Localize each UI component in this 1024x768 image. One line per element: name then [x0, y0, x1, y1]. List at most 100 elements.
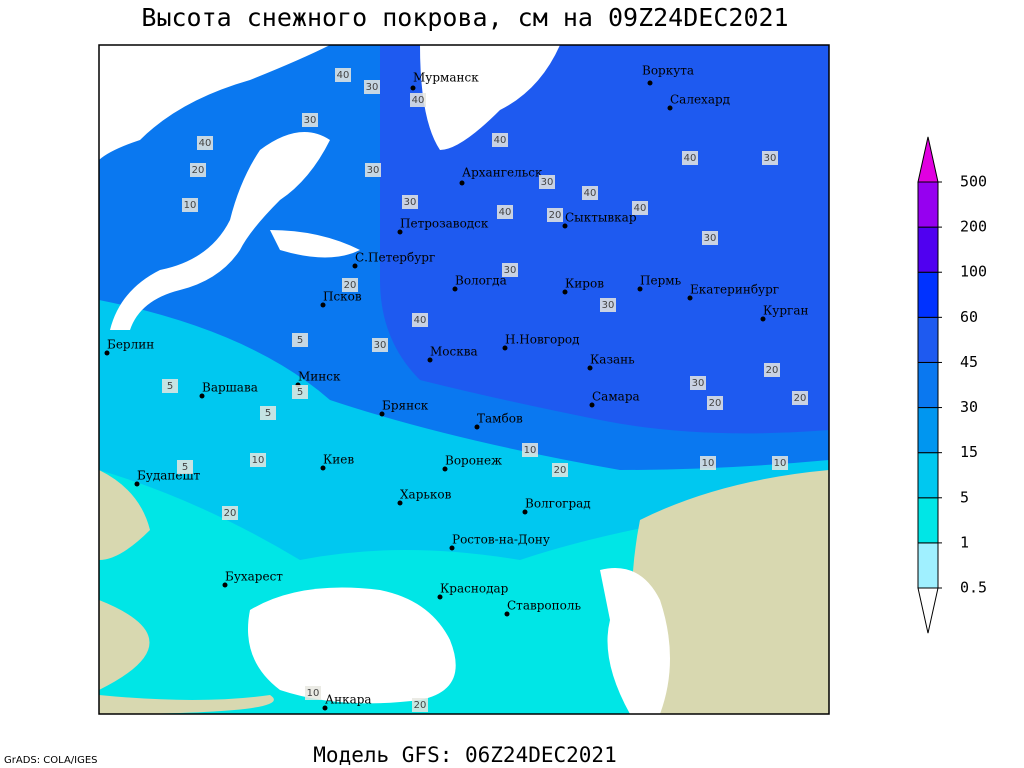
contour-label: 10 [184, 200, 197, 211]
city-dot [134, 481, 140, 487]
city-dot [320, 465, 326, 471]
city-label: Псков [323, 290, 362, 304]
contour-label: 40 [684, 153, 697, 164]
contour-label: 40 [499, 207, 512, 218]
contour-label: 20 [709, 398, 722, 409]
city-dot [437, 594, 443, 600]
contour-label-box [700, 456, 716, 470]
contour-label: 20 [192, 165, 205, 176]
contour-label: 20 [554, 465, 567, 476]
city-dot [562, 223, 568, 229]
city-label: Архангельск [462, 166, 543, 180]
city-label: Москва [430, 345, 478, 359]
contour-label-box [365, 163, 381, 177]
contour-label-box [632, 201, 648, 215]
contour-label-box [772, 456, 788, 470]
contour-label-box [372, 338, 388, 352]
city-dot [667, 105, 673, 111]
city-label: Казань [590, 353, 635, 367]
city-dot [459, 180, 465, 186]
city-dot [442, 466, 448, 472]
city-label: Салехард [670, 93, 730, 107]
city-label: Вологда [455, 274, 507, 288]
city-dot [322, 705, 328, 711]
caspian-sea [600, 568, 670, 714]
city-label: Петрозаводск [400, 217, 489, 231]
city-label: Тамбов [477, 412, 523, 426]
contour-label-box [260, 406, 276, 420]
contour-label: 10 [524, 445, 537, 456]
bare-ground [99, 695, 274, 714]
contour-label-box [702, 231, 718, 245]
city-label: Анкара [325, 693, 372, 707]
contour-label: 5 [167, 381, 173, 392]
contour-label: 40 [634, 203, 647, 214]
colorbar-segment [917, 497, 939, 544]
contour-label-box [539, 175, 555, 189]
city-dot [587, 365, 593, 371]
baltic-sea [110, 132, 360, 330]
city-label: Волгоград [525, 497, 591, 511]
city-label: Ставрополь [507, 599, 581, 613]
city-label: Курган [763, 304, 808, 318]
colorbar-label: 30 [960, 398, 978, 416]
bare-ground [99, 470, 150, 560]
contour-label-box [292, 333, 308, 347]
contour-label: 30 [404, 197, 417, 208]
contour-label: 20 [766, 365, 779, 376]
contour-label: 40 [584, 188, 597, 199]
contour-label: 30 [366, 82, 379, 93]
contour-label-box [177, 460, 193, 474]
city-dot [474, 424, 480, 430]
contour-label-box [292, 385, 308, 399]
colorbar-segment [917, 407, 939, 454]
map-frame [98, 44, 830, 715]
contour-label-box [682, 151, 698, 165]
colorbar-label: 0.5 [960, 579, 987, 597]
contour-label: 30 [504, 265, 517, 276]
city-dot [504, 611, 510, 617]
contour-label: 10 [702, 458, 715, 469]
city-label: Ростов-на-Дону [452, 533, 550, 547]
contour-label-box [764, 363, 780, 377]
city-label: Варшава [202, 381, 258, 395]
city-dot [222, 582, 228, 588]
city-label: Воронеж [445, 454, 502, 468]
city-dot [410, 85, 416, 91]
city-label: Пермь [640, 274, 682, 288]
contour-label: 30 [602, 300, 615, 311]
city-label: Мурманск [413, 71, 479, 85]
city-dot [320, 302, 326, 308]
contour-label-box [197, 136, 213, 150]
city-dot [562, 289, 568, 295]
contour-label-box [305, 686, 321, 700]
city-dot [452, 286, 458, 292]
city-dot [760, 316, 766, 322]
footer: Модель GFS: 06Z24DEC2021 [313, 743, 616, 767]
colorbar-segment [917, 316, 939, 363]
contour-label-box [190, 163, 206, 177]
city-dot [397, 500, 403, 506]
contour-label: 20 [224, 508, 237, 519]
colorbar-label: 1 [960, 533, 969, 551]
city-label: Сыктывкар [565, 211, 637, 225]
contour-label-box [497, 205, 513, 219]
contour-label: 40 [412, 95, 425, 106]
colorbar-segment [917, 226, 939, 273]
contour-label: 40 [414, 315, 427, 326]
contour-label-box [162, 379, 178, 393]
colorbar-label: 500 [960, 173, 987, 191]
city-dot [637, 286, 643, 292]
city-dot [104, 350, 110, 356]
contour-label: 10 [307, 688, 320, 699]
colorbar-segment [917, 361, 939, 409]
city-dot [199, 393, 205, 399]
colorbar-label: 60 [960, 308, 978, 326]
contour-label: 30 [692, 378, 705, 389]
colorbar-end [917, 587, 939, 634]
contour-label-box [792, 391, 808, 405]
colorbar-segment [917, 181, 939, 228]
city-label: Киров [565, 277, 604, 291]
title: Высота снежного покрова, см на 09Z24DEC2… [141, 3, 788, 32]
contour-label-box [547, 208, 563, 222]
